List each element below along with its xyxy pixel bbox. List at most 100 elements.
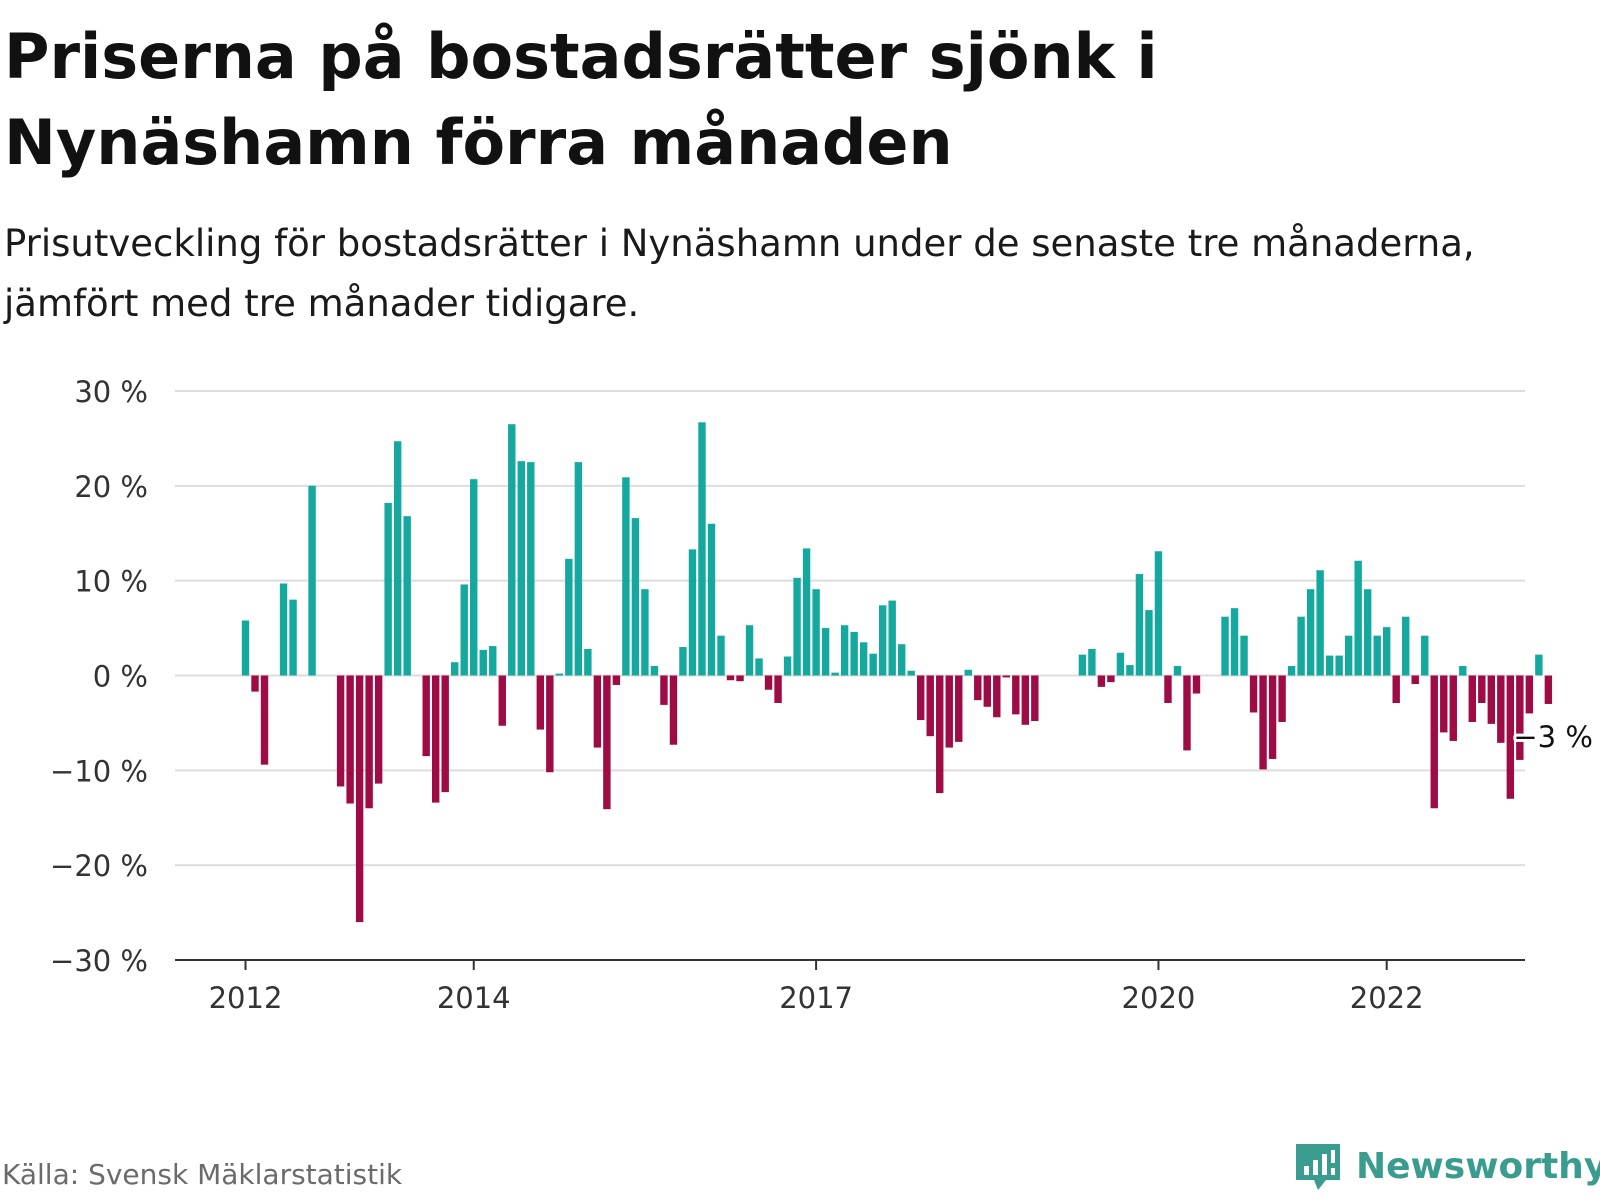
bar [802,548,811,676]
bar [631,518,640,676]
bar [859,642,868,676]
bar [365,675,373,809]
bar [1145,610,1153,676]
bar [565,558,573,676]
bar [1363,589,1372,676]
bar [641,589,649,676]
bar [936,675,944,794]
bar [974,675,982,701]
bar [1459,666,1467,676]
bar [1278,675,1286,722]
bar [1249,675,1258,713]
bar [1107,675,1115,683]
bar [470,479,478,676]
y-tick-label: −30 % [50,944,148,978]
bar [241,620,250,676]
bar [1449,675,1457,741]
bar [955,675,963,742]
bar [622,477,630,676]
bar [1097,675,1106,687]
bar [1487,675,1496,724]
bar [812,589,820,676]
bar [745,625,754,676]
last-value-label: −3 % [1513,720,1593,754]
bar [584,648,592,676]
bar [1268,675,1277,759]
bar [726,675,735,681]
bar [669,675,678,745]
bar [1411,675,1419,685]
bar [850,631,858,676]
bar [384,502,392,676]
bar [1287,666,1296,676]
source-note: Källa: Svensk Mäklarstatistik [2,1158,403,1191]
bar [451,662,459,676]
bar [1525,675,1534,714]
bar [393,441,402,676]
bar [755,658,763,676]
bar [1344,635,1353,676]
bar [1221,616,1229,676]
bar [945,675,953,748]
bar [1468,675,1476,722]
bar [1535,654,1543,676]
bar [527,462,535,676]
bar [422,675,430,757]
y-tick-label: 30 % [74,375,148,409]
bar [1325,655,1334,676]
bar [403,516,411,676]
bar [1478,675,1486,703]
bar [1135,574,1144,676]
bar [1316,570,1324,676]
y-axis-ticks: 30 % 20 % 10 % 0 % −10 % −20 % −30 % [50,375,148,978]
bar [660,675,668,705]
bar [1164,675,1172,703]
bar [1259,675,1267,770]
bar [888,600,896,676]
y-tick-label: 0 % [93,660,148,694]
y-tick-label: −10 % [50,754,148,788]
bar [840,625,849,676]
bar [1497,675,1505,743]
bar [1183,675,1191,751]
bar [1297,616,1305,676]
bar [374,675,383,784]
bar [1373,635,1381,676]
newsworthy-logo: Newsworthy [1292,1140,1600,1192]
bar [1421,635,1429,676]
bar [964,669,972,676]
bar [926,675,934,737]
bars [241,422,1553,923]
bar [1078,654,1087,676]
bar [612,675,621,685]
bar [555,673,564,676]
bar [279,583,288,676]
bar [783,656,792,676]
bar [1335,655,1343,676]
bar [869,653,877,676]
bar [546,675,554,773]
bar [1306,589,1315,676]
bar [517,461,525,676]
bar [346,675,354,804]
bar [698,422,706,676]
bar [1544,675,1553,704]
bar [1031,675,1039,722]
bar [679,647,687,676]
bar [650,666,659,676]
bar [878,605,887,676]
bar [508,424,516,676]
bar [1230,608,1239,676]
x-tick-label: 2022 [1350,981,1424,1015]
bar [1154,551,1163,676]
bar [308,485,316,676]
bar [536,675,545,730]
bar [1116,652,1125,676]
x-tick-label: 2017 [779,981,853,1015]
bar [1240,635,1248,676]
bar [489,646,497,676]
bar [993,675,1001,718]
bar [355,675,364,923]
bar [688,549,697,676]
bar [793,577,801,676]
